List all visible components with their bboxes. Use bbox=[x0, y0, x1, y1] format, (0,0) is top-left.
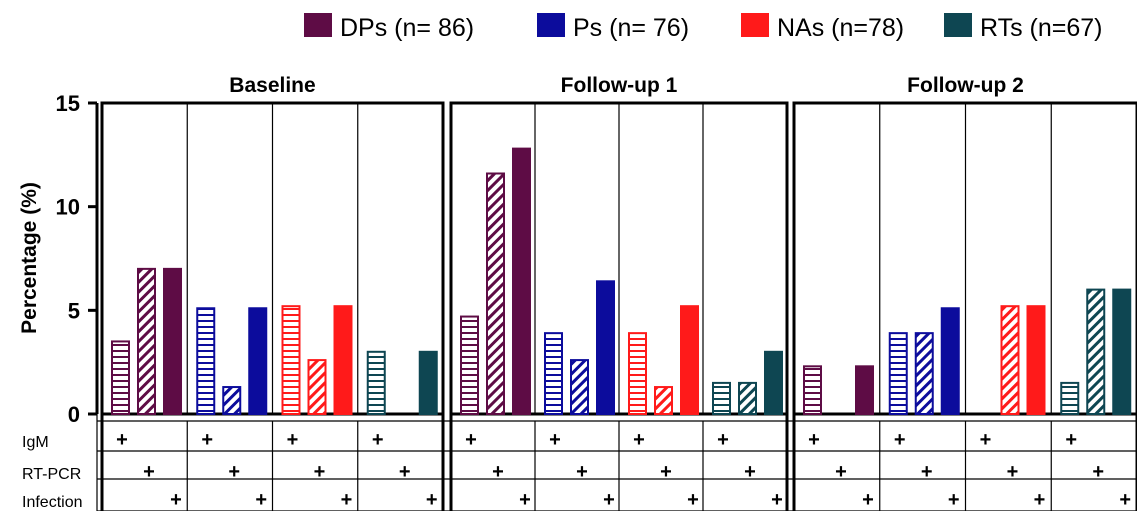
bar bbox=[888, 332, 908, 416]
bar bbox=[1060, 381, 1080, 415]
bar bbox=[712, 381, 731, 415]
bar bbox=[654, 386, 673, 415]
bar bbox=[570, 359, 589, 415]
marker-plus: + bbox=[1034, 489, 1046, 511]
panel-title: Baseline bbox=[229, 74, 315, 97]
marker-plus: + bbox=[228, 461, 240, 483]
legend: DPs (n= 86) Ps (n= 76) NAs (n=78) RTs (n=67… bbox=[304, 13, 1103, 42]
legend-swatch bbox=[741, 13, 769, 37]
marker-plus: + bbox=[576, 461, 588, 483]
bar bbox=[738, 381, 757, 415]
marker-plus: + bbox=[143, 461, 155, 483]
bar bbox=[940, 307, 960, 416]
marker-plus: + bbox=[426, 489, 438, 511]
marker-plus: + bbox=[835, 461, 847, 483]
marker-plus: + bbox=[980, 429, 992, 451]
legend-swatch bbox=[944, 13, 972, 37]
bar bbox=[914, 332, 934, 416]
bar bbox=[222, 386, 242, 415]
bar bbox=[111, 340, 130, 415]
marker-plus: + bbox=[603, 489, 615, 511]
bar bbox=[680, 305, 699, 416]
bar bbox=[764, 350, 783, 415]
marker-plus: + bbox=[948, 489, 960, 511]
marker-plus: + bbox=[808, 429, 820, 451]
marker-plus: + bbox=[465, 429, 477, 451]
marker-plus: + bbox=[492, 461, 504, 483]
marker-plus: + bbox=[201, 429, 213, 451]
bar bbox=[1000, 305, 1020, 416]
bar bbox=[855, 365, 874, 415]
marker-plus: + bbox=[1119, 489, 1131, 511]
marker-plus: + bbox=[255, 489, 267, 511]
bar bbox=[1026, 305, 1046, 416]
marker-plus: + bbox=[633, 429, 645, 451]
panel-title: Follow-up 1 bbox=[561, 74, 678, 97]
marker-plus: + bbox=[1065, 429, 1077, 451]
bar bbox=[196, 307, 216, 416]
marker-plus: + bbox=[399, 461, 411, 483]
legend-swatch bbox=[304, 13, 332, 37]
marker-plus: + bbox=[717, 429, 729, 451]
panel-title: Follow-up 2 bbox=[907, 74, 1024, 97]
marker-plus: + bbox=[687, 489, 699, 511]
legend-label: RTs (n=67) bbox=[980, 14, 1103, 42]
bar bbox=[248, 307, 268, 416]
legend-label: DPs (n= 86) bbox=[340, 14, 474, 42]
marker-plus: + bbox=[287, 429, 299, 451]
legend-label: NAs (n=78) bbox=[777, 14, 904, 42]
bar bbox=[486, 172, 505, 415]
y-axis-label: Percentage (%) bbox=[18, 182, 41, 334]
marker-plus: + bbox=[372, 429, 384, 451]
y-tick-label: 15 bbox=[56, 91, 80, 116]
bar bbox=[307, 359, 327, 415]
bar bbox=[333, 305, 353, 416]
marker-plus: + bbox=[170, 489, 182, 511]
bar bbox=[544, 332, 563, 416]
marker-plus: + bbox=[660, 461, 672, 483]
marker-plus: + bbox=[862, 489, 874, 511]
bar bbox=[281, 305, 301, 416]
bar bbox=[137, 267, 156, 415]
marker-plus: + bbox=[1092, 461, 1104, 483]
marker-plus: + bbox=[116, 429, 128, 451]
marker-row-label: RT-PCR bbox=[22, 466, 81, 483]
bar bbox=[596, 280, 615, 415]
legend-swatch bbox=[537, 13, 565, 37]
marker-row-label: IgM bbox=[22, 434, 49, 451]
marker-table: + + + + + + + + + + + + + + + + + + + + + + + + + + + + + + + + + + + + IgM R… bbox=[22, 414, 1137, 511]
y-tick-label: 5 bbox=[68, 298, 80, 323]
bar bbox=[418, 350, 438, 415]
marker-plus: + bbox=[341, 489, 353, 511]
plot-panels: Baseline Follow-up 1 Follow-up 2 bbox=[100, 74, 1137, 416]
y-tick-label: 10 bbox=[56, 195, 80, 220]
marker-plus: + bbox=[744, 461, 756, 483]
bar bbox=[512, 147, 531, 415]
bar bbox=[163, 267, 182, 415]
bar bbox=[460, 315, 479, 416]
y-tick-label: 0 bbox=[68, 402, 80, 427]
bar bbox=[366, 350, 386, 415]
marker-plus: + bbox=[1007, 461, 1019, 483]
marker-plus: + bbox=[771, 489, 783, 511]
y-axis: 0 5 10 15 Percentage (%) bbox=[18, 91, 99, 427]
bar bbox=[1112, 288, 1132, 416]
legend-label: Ps (n= 76) bbox=[573, 14, 689, 42]
bar bbox=[628, 332, 647, 416]
bar bbox=[803, 365, 822, 415]
marker-plus: + bbox=[921, 461, 933, 483]
marker-plus: + bbox=[549, 429, 561, 451]
marker-plus: + bbox=[314, 461, 326, 483]
marker-plus: + bbox=[894, 429, 906, 451]
marker-row-label: Infection bbox=[22, 494, 82, 511]
bar bbox=[1086, 288, 1106, 416]
marker-plus: + bbox=[519, 489, 531, 511]
